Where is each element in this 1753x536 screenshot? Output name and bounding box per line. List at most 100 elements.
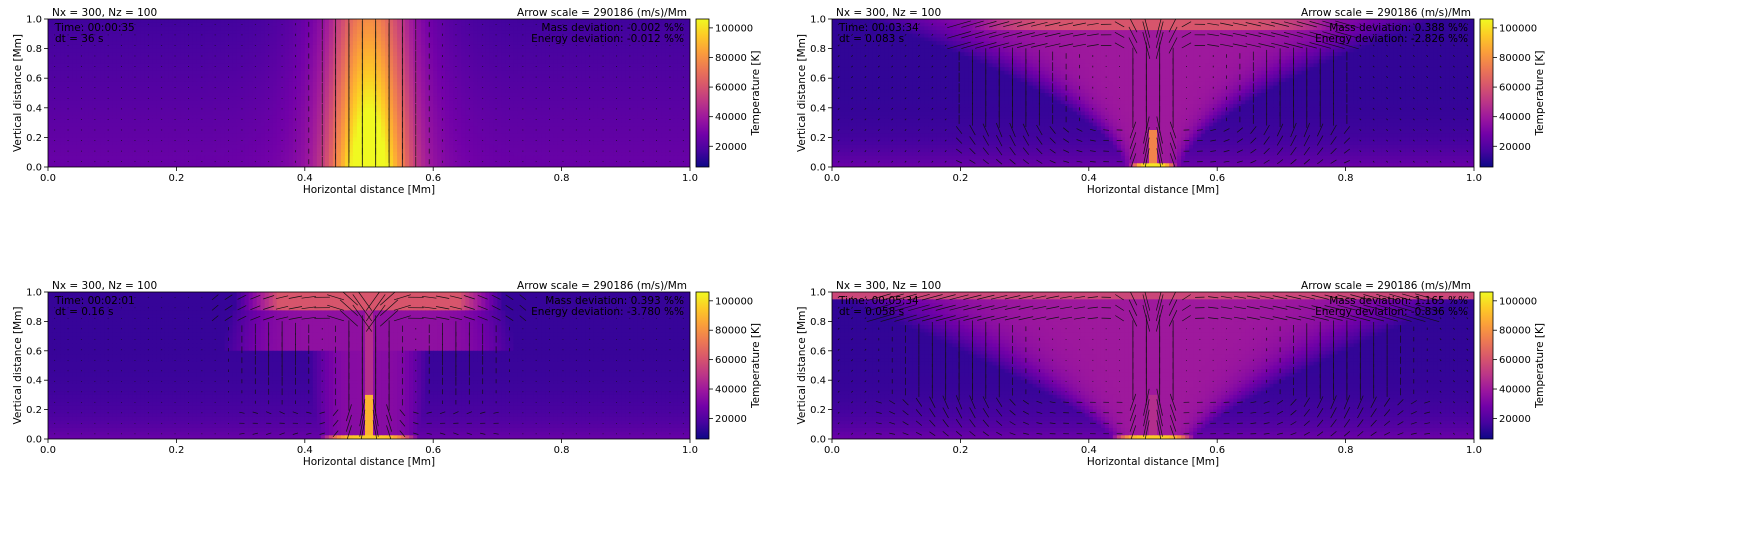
x-tick-label: 0.0 [40, 173, 56, 184]
axes-frame [47, 18, 691, 168]
colorbar-tick-label: 40000 [1499, 385, 1531, 396]
subplot-3: 0.0 0.2 0.4 0.6 0.8 1.0 0.0 0.2 0.4 0.6 0.8 1.0 Hori… [12, 280, 762, 468]
x-tick-label: 0.0 [824, 445, 840, 456]
energy-deviation-annotation: Energy deviation: -0.012 %% [531, 33, 684, 45]
colorbar-tick-label: 80000 [715, 53, 747, 64]
x-tick-label: 1.0 [1466, 173, 1482, 184]
x-tick-label: 0.2 [952, 445, 968, 456]
colorbar-tick-label: 100000 [1499, 296, 1537, 307]
colorbar [1479, 291, 1494, 440]
y-tick-label: 0.8 [810, 44, 826, 55]
y-tick-label: 0.2 [810, 405, 826, 416]
x-tick-label: 0.6 [425, 173, 441, 184]
energy-deviation-annotation: Energy deviation: -3.780 %% [531, 306, 684, 318]
x-tick-label: 0.4 [297, 445, 313, 456]
x-tick-label: 0.4 [297, 173, 313, 184]
grid-size-title: Nx = 300, Nz = 100 [52, 7, 157, 19]
colorbar-tick-label: 40000 [715, 112, 747, 123]
y-tick-label: 1.0 [810, 288, 826, 299]
velocity-arrows [837, 19, 1469, 167]
mass-deviation-annotation: Mass deviation: -0.002 %% [541, 22, 684, 34]
time-annotation: Time: 00:02:01 [54, 295, 135, 307]
y-tick-label: 1.0 [810, 15, 826, 26]
mass-deviation-annotation: Mass deviation: 0.393 %% [545, 295, 684, 307]
dt-annotation: dt = 0.058 s [839, 306, 904, 318]
colorbar-label: Temperature [K] [1534, 51, 1546, 137]
colorbar-tick-label: 20000 [715, 142, 747, 153]
energy-deviation-annotation: Energy deviation: -2.826 %% [1315, 33, 1468, 45]
time-annotation: Time: 00:00:35 [54, 22, 135, 34]
colorbar-tick-label: 100000 [715, 296, 753, 307]
colorbar-tick-label: 60000 [715, 83, 747, 94]
grid-size-title: Nx = 300, Nz = 100 [52, 280, 157, 292]
arrow-scale-title: Arrow scale = 290186 (m/s)/Mm [1301, 280, 1471, 292]
x-tick-label: 0.2 [952, 173, 968, 184]
y-tick-label: 0.2 [26, 133, 42, 144]
colorbar-tick-label: 60000 [715, 355, 747, 366]
axes-frame [47, 291, 691, 440]
x-axis-label: Horizontal distance [Mm] [1087, 184, 1219, 196]
y-tick-label: 1.0 [26, 15, 42, 26]
y-tick-label: 0.6 [810, 346, 826, 357]
y-tick-label: 0.0 [810, 163, 826, 174]
colorbar-tick-label: 20000 [1499, 414, 1531, 425]
colorbar [695, 291, 710, 440]
temperature-heatmap [832, 19, 1474, 167]
x-axis-label: Horizontal distance [Mm] [1087, 456, 1219, 468]
y-tick-label: 0.0 [26, 435, 42, 446]
y-axis-label: Vertical distance [Mm] [12, 34, 24, 152]
velocity-arrows [54, 19, 684, 167]
y-tick-label: 0.0 [26, 163, 42, 174]
x-tick-label: 0.4 [1081, 445, 1097, 456]
temperature-heatmap [48, 292, 690, 439]
subplot-4: 0.0 0.2 0.4 0.6 0.8 1.0 0.0 0.2 0.4 0.6 0.8 1.0 Hori… [796, 280, 1546, 468]
colorbar-label: Temperature [K] [1534, 323, 1546, 409]
x-tick-label: 0.2 [168, 173, 184, 184]
x-tick-label: 0.8 [1338, 173, 1354, 184]
colorbar-tick-label: 80000 [1499, 326, 1531, 337]
y-tick-label: 0.4 [810, 376, 826, 387]
axes-frame [831, 18, 1475, 168]
y-axis-label: Vertical distance [Mm] [12, 307, 24, 425]
y-tick-label: 0.6 [810, 74, 826, 85]
temperature-heatmap [48, 19, 690, 167]
y-tick-label: 0.4 [26, 103, 42, 114]
y-axis-label: Vertical distance [Mm] [796, 307, 808, 425]
x-tick-label: 0.0 [40, 445, 56, 456]
x-axis-label: Horizontal distance [Mm] [303, 456, 435, 468]
mass-deviation-annotation: Mass deviation: 1.165 %% [1329, 295, 1468, 307]
mass-deviation-annotation: Mass deviation: 0.388 %% [1329, 22, 1468, 34]
energy-deviation-annotation: Energy deviation: -0.836 %% [1315, 306, 1468, 318]
colorbar-tick-label: 100000 [1499, 23, 1537, 34]
colorbar [695, 18, 710, 168]
colorbar-tick-label: 80000 [715, 326, 747, 337]
x-tick-label: 0.2 [168, 445, 184, 456]
colorbar-label: Temperature [K] [750, 51, 762, 137]
dt-annotation: dt = 0.083 s [839, 33, 904, 45]
velocity-arrows [54, 292, 684, 439]
dt-annotation: dt = 0.16 s [55, 306, 113, 318]
x-tick-label: 0.0 [824, 173, 840, 184]
y-tick-label: 0.8 [26, 44, 42, 55]
x-tick-label: 1.0 [1466, 445, 1482, 456]
colorbar-tick-label: 80000 [1499, 53, 1531, 64]
x-tick-label: 0.6 [425, 445, 441, 456]
y-tick-label: 0.2 [810, 133, 826, 144]
colorbar-tick-label: 40000 [715, 385, 747, 396]
temperature-heatmap [832, 292, 1474, 439]
x-axis-label: Horizontal distance [Mm] [303, 184, 435, 196]
y-tick-label: 0.8 [810, 317, 826, 328]
time-annotation: Time: 00:03:34 [838, 22, 919, 34]
arrow-scale-title: Arrow scale = 290186 (m/s)/Mm [1301, 7, 1471, 19]
x-tick-label: 1.0 [682, 445, 698, 456]
grid-size-title: Nx = 300, Nz = 100 [836, 7, 941, 19]
arrow-scale-title: Arrow scale = 290186 (m/s)/Mm [517, 7, 687, 19]
colorbar-tick-label: 60000 [1499, 355, 1531, 366]
colorbar [1479, 18, 1494, 168]
x-tick-label: 0.4 [1081, 173, 1097, 184]
subplot-2: 0.0 0.2 0.4 0.6 0.8 1.0 0.0 0.2 0.4 0.6 0.8 1.0 Hori… [796, 7, 1546, 196]
axes-frame [831, 291, 1475, 440]
colorbar-tick-label: 20000 [1499, 142, 1531, 153]
y-tick-label: 0.2 [26, 405, 42, 416]
colorbar-tick-label: 20000 [715, 414, 747, 425]
